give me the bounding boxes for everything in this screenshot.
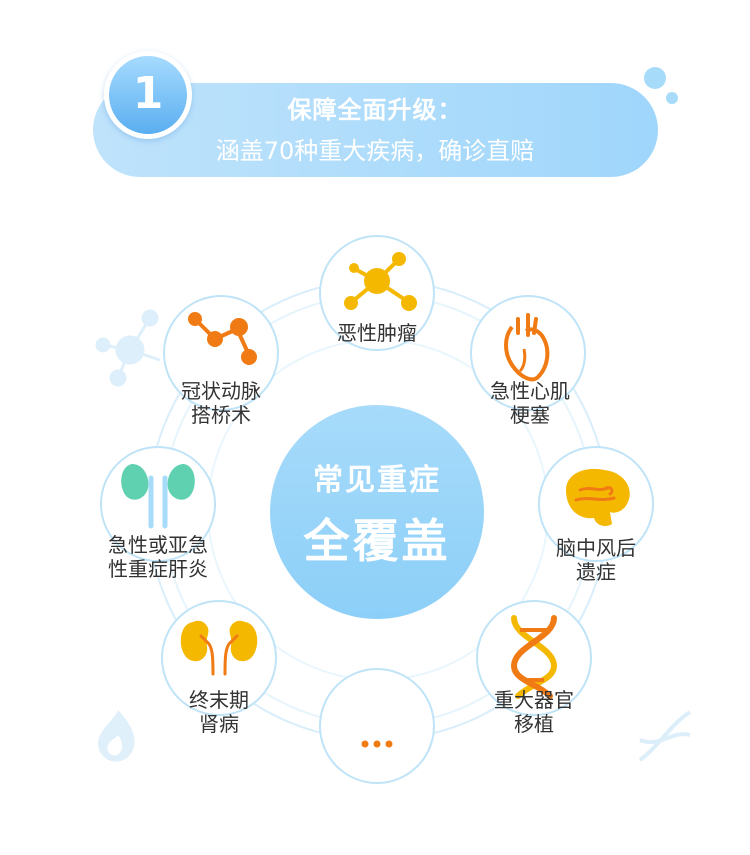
disease-label-stroke: 脑中风后 遗症 [516,536,676,584]
disease-node-liver [100,446,216,562]
label-line: 重大器官 [494,688,574,712]
label-line: 移植 [514,712,554,736]
label-line: 急性或亚急 [108,533,208,557]
disease-node-artery [163,295,279,411]
label-line: 梗塞 [510,403,550,427]
kidney-icon [180,620,258,676]
center-line2: 全覆盖 [303,514,451,568]
label-line: 肾病 [199,712,239,736]
label-line: 恶性肿瘤 [337,321,417,345]
disease-label-heart: 急性心肌 梗塞 [450,379,610,427]
section-title: 保障全面升级： [287,96,463,124]
label-line: 遗症 [576,560,616,584]
disease-label-liver: 急性或亚急 性重症肝炎 [78,533,238,581]
liver-icon [121,464,195,529]
section-subtitle: 涵盖70种重大疾病，确诊直赔 [215,137,535,165]
label-line: 性重症肝炎 [108,557,208,581]
label-line: 冠状动脉 [181,379,261,403]
dna-icon [510,615,558,699]
disease-node-more [319,668,435,784]
label-line: 搭桥术 [191,403,251,427]
disease-node-stroke [538,446,654,562]
more-icon [361,740,393,748]
section-number: 1 [132,68,164,119]
disease-node-kidney [161,600,277,716]
label-line: 急性心肌 [490,379,570,403]
label-line: 终末期 [189,688,249,712]
disease-label-transplant: 重大器官 移植 [454,688,614,736]
heart-icon [504,313,550,382]
artery-icon [188,312,257,365]
center-line1: 常见重症 [313,463,441,498]
disease-label-kidney: 终末期 肾病 [139,688,299,736]
disease-label-artery: 冠状动脉 搭桥术 [141,379,301,427]
label-line: 脑中风后 [556,536,636,560]
disease-node-cancer [319,235,435,351]
section-number-badge: 1 [104,51,192,139]
disease-node-transplant [476,600,592,716]
center-circle [270,405,484,619]
molecule-icon [344,252,417,311]
disease-label-cancer: 恶性肿瘤 [297,321,457,345]
brain-icon [566,468,630,526]
disease-node-heart [470,295,586,411]
